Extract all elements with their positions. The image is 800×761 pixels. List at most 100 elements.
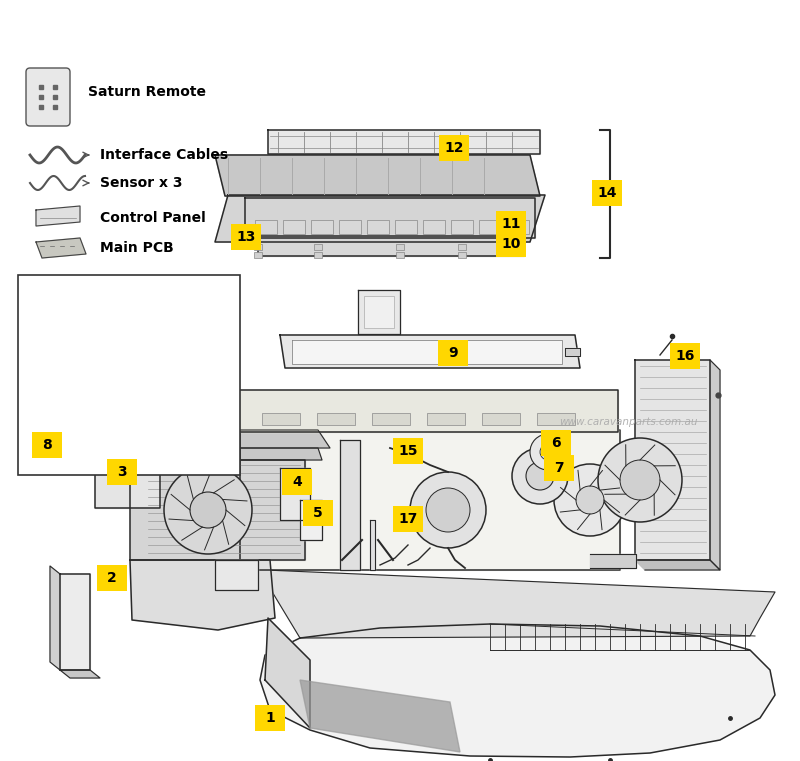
Text: 3: 3 xyxy=(117,465,127,479)
Text: 1: 1 xyxy=(265,711,275,725)
Circle shape xyxy=(540,444,556,460)
Polygon shape xyxy=(128,448,322,460)
Bar xyxy=(507,220,529,234)
Text: Saturn Remote: Saturn Remote xyxy=(88,85,206,99)
Bar xyxy=(482,413,520,425)
Polygon shape xyxy=(215,560,258,590)
Circle shape xyxy=(620,460,660,500)
Text: Sensor x 3: Sensor x 3 xyxy=(100,176,182,190)
FancyBboxPatch shape xyxy=(496,211,526,237)
Bar xyxy=(314,244,322,250)
Polygon shape xyxy=(710,360,720,570)
Circle shape xyxy=(512,448,568,504)
Polygon shape xyxy=(36,206,80,226)
Polygon shape xyxy=(215,155,540,196)
Polygon shape xyxy=(215,195,545,242)
Bar xyxy=(427,413,465,425)
Polygon shape xyxy=(260,624,775,757)
Text: 16: 16 xyxy=(675,349,694,363)
Polygon shape xyxy=(370,520,375,570)
Polygon shape xyxy=(300,680,460,752)
Circle shape xyxy=(576,486,604,514)
Text: 2: 2 xyxy=(107,571,117,585)
Polygon shape xyxy=(60,670,100,678)
Text: 17: 17 xyxy=(398,512,418,526)
Polygon shape xyxy=(280,335,580,368)
Polygon shape xyxy=(130,560,275,630)
Circle shape xyxy=(426,488,470,532)
FancyBboxPatch shape xyxy=(282,469,312,495)
Polygon shape xyxy=(130,460,305,560)
Polygon shape xyxy=(240,430,620,570)
Bar xyxy=(283,220,305,234)
Circle shape xyxy=(598,438,682,522)
Bar xyxy=(458,252,466,258)
Polygon shape xyxy=(128,430,330,448)
Polygon shape xyxy=(635,360,710,560)
Circle shape xyxy=(526,462,554,490)
Polygon shape xyxy=(292,340,562,364)
Bar xyxy=(451,220,473,234)
Bar xyxy=(395,220,417,234)
Bar xyxy=(311,220,333,234)
Polygon shape xyxy=(265,618,310,728)
Polygon shape xyxy=(50,566,60,670)
Bar xyxy=(367,220,389,234)
Text: 14: 14 xyxy=(598,186,617,200)
Polygon shape xyxy=(258,236,524,256)
Text: 13: 13 xyxy=(236,230,256,244)
Bar xyxy=(396,244,404,250)
Polygon shape xyxy=(635,560,720,570)
Text: 10: 10 xyxy=(502,237,521,251)
Polygon shape xyxy=(358,290,400,334)
Bar xyxy=(314,252,322,258)
Bar xyxy=(254,244,262,250)
FancyBboxPatch shape xyxy=(393,506,423,532)
FancyBboxPatch shape xyxy=(255,705,285,731)
Circle shape xyxy=(190,492,226,528)
Text: 8: 8 xyxy=(42,438,52,452)
FancyBboxPatch shape xyxy=(496,231,526,257)
Bar xyxy=(254,252,262,258)
FancyBboxPatch shape xyxy=(26,68,70,126)
Text: 4: 4 xyxy=(292,475,302,489)
FancyBboxPatch shape xyxy=(107,459,137,485)
FancyBboxPatch shape xyxy=(592,180,622,206)
FancyBboxPatch shape xyxy=(97,565,127,591)
Bar xyxy=(317,413,355,425)
Text: Main PCB: Main PCB xyxy=(100,241,174,255)
Polygon shape xyxy=(36,238,86,258)
Circle shape xyxy=(554,464,626,536)
FancyBboxPatch shape xyxy=(541,430,571,456)
Text: Control Panel: Control Panel xyxy=(100,211,206,225)
FancyBboxPatch shape xyxy=(32,432,62,458)
Polygon shape xyxy=(32,422,90,460)
Text: 9: 9 xyxy=(448,346,458,360)
FancyBboxPatch shape xyxy=(231,224,261,250)
Bar xyxy=(458,244,466,250)
Text: 15: 15 xyxy=(398,444,418,458)
FancyBboxPatch shape xyxy=(544,455,574,481)
Polygon shape xyxy=(300,500,322,540)
FancyBboxPatch shape xyxy=(393,438,423,464)
FancyBboxPatch shape xyxy=(670,343,700,369)
Polygon shape xyxy=(95,455,160,508)
Bar xyxy=(372,413,410,425)
Polygon shape xyxy=(590,554,636,568)
Bar xyxy=(262,413,300,425)
Polygon shape xyxy=(565,348,580,356)
Polygon shape xyxy=(245,198,535,238)
Text: 6: 6 xyxy=(551,436,561,450)
Polygon shape xyxy=(268,130,540,154)
Bar xyxy=(537,413,575,425)
Circle shape xyxy=(410,472,486,548)
Text: 12: 12 xyxy=(444,141,464,155)
Polygon shape xyxy=(280,468,310,520)
FancyBboxPatch shape xyxy=(439,135,469,161)
Text: Interface Cables: Interface Cables xyxy=(100,148,228,162)
Bar xyxy=(18,275,240,475)
Polygon shape xyxy=(238,390,618,432)
Bar xyxy=(479,220,501,234)
Bar xyxy=(396,252,404,258)
Circle shape xyxy=(530,434,566,470)
